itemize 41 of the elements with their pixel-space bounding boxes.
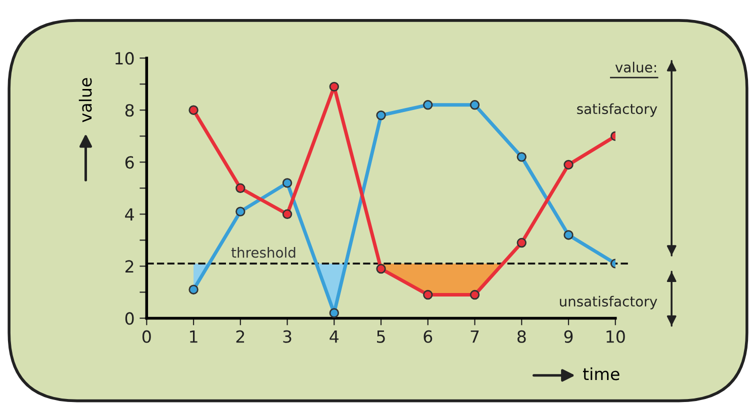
x-tick-label: 5	[377, 330, 385, 343]
y-tick-label: 8	[125, 104, 134, 117]
x-tick-label: 10	[606, 330, 625, 343]
x-tick-label: 2	[236, 330, 244, 343]
y-tick-label: 2	[125, 260, 134, 273]
y-tick-label: 4	[125, 208, 134, 220]
point	[282, 209, 292, 220]
point	[376, 110, 386, 120]
point	[329, 82, 340, 92]
x-tick-label: 9	[564, 330, 573, 343]
y-tick-label: 0	[125, 312, 134, 325]
x-tick-label: 4	[330, 330, 339, 343]
point	[282, 178, 292, 188]
ref-line-label: threshold	[231, 247, 296, 258]
point	[329, 308, 340, 318]
annotation: value:	[615, 62, 656, 73]
point	[188, 105, 198, 115]
point	[423, 100, 433, 110]
point	[470, 100, 480, 110]
point	[564, 160, 574, 170]
x-tick-label: 7	[470, 330, 479, 343]
point	[564, 230, 574, 240]
x-tick-label: 8	[517, 330, 526, 343]
y-axis-title: value	[78, 78, 92, 122]
y-tick-label: 6	[125, 156, 134, 169]
point	[236, 183, 246, 193]
point	[516, 152, 526, 162]
x-tick-label: 0	[142, 330, 151, 343]
point	[236, 206, 246, 216]
point	[470, 290, 480, 300]
x-axis-title: time	[583, 367, 620, 380]
annotation: unsatisfactory	[560, 296, 658, 310]
annotation: satisfactory	[577, 103, 658, 117]
x-tick-label: 1	[190, 330, 198, 343]
point	[188, 284, 198, 294]
x-tick-label: 6	[424, 330, 432, 343]
point	[516, 238, 526, 248]
x-tick-label: 3	[283, 330, 292, 343]
y-tick-label: 10	[115, 52, 134, 65]
point	[423, 290, 433, 300]
point	[376, 264, 386, 274]
